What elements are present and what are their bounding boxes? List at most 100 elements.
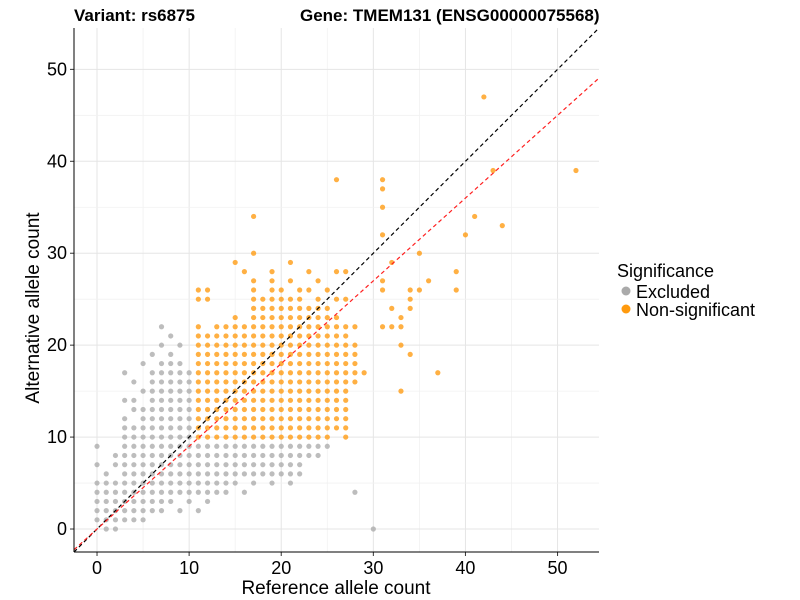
point-non-significant [260, 342, 266, 348]
point-excluded [140, 416, 146, 422]
point-non-significant [195, 360, 201, 367]
point-excluded [168, 416, 174, 422]
point-non-significant [324, 287, 330, 293]
point-non-significant [287, 370, 294, 376]
point-non-significant [315, 333, 321, 339]
point-non-significant [260, 324, 266, 330]
point-non-significant [204, 434, 211, 440]
point-non-significant [333, 333, 340, 339]
point-excluded [112, 462, 119, 468]
point-excluded [103, 526, 109, 532]
point-excluded [195, 471, 201, 477]
point-non-significant [269, 278, 275, 284]
point-excluded [168, 379, 174, 385]
point-non-significant [204, 406, 211, 413]
point-excluded [149, 416, 155, 422]
point-non-significant [287, 434, 294, 440]
point-non-significant [278, 324, 284, 330]
point-non-significant [214, 370, 220, 376]
point-non-significant [333, 269, 340, 275]
point-non-significant [232, 324, 238, 330]
point-excluded [278, 462, 284, 468]
point-non-significant [287, 296, 294, 302]
point-excluded [177, 425, 183, 431]
point-excluded [149, 480, 155, 486]
point-non-significant [269, 296, 275, 302]
point-excluded [352, 489, 358, 495]
point-excluded [204, 462, 211, 468]
point-non-significant [251, 296, 257, 302]
point-excluded [186, 397, 192, 403]
point-non-significant [297, 351, 303, 357]
point-excluded [149, 452, 155, 459]
point-non-significant [333, 342, 340, 348]
point-non-significant [260, 406, 266, 413]
point-excluded [131, 397, 137, 403]
point-non-significant [269, 314, 275, 321]
point-non-significant [260, 351, 266, 357]
point-non-significant [223, 434, 229, 440]
point-non-significant [389, 305, 395, 311]
point-excluded [112, 526, 119, 532]
point-excluded [232, 452, 238, 459]
point-non-significant [379, 186, 386, 192]
point-non-significant [214, 416, 220, 422]
point-non-significant [223, 416, 229, 422]
legend-non-significant-label: Non-significant [636, 300, 755, 320]
point-excluded [177, 360, 183, 367]
point-non-significant [195, 296, 201, 302]
point-non-significant [269, 305, 275, 311]
point-non-significant [315, 379, 321, 385]
point-non-significant [251, 416, 257, 422]
point-non-significant [306, 379, 312, 385]
point-excluded [223, 489, 229, 495]
point-excluded [122, 517, 128, 523]
point-excluded [195, 489, 201, 495]
point-non-significant [232, 360, 238, 367]
series-non-significant [195, 94, 579, 440]
point-non-significant [204, 296, 211, 302]
point-non-significant [269, 269, 275, 275]
point-non-significant [269, 416, 275, 422]
point-excluded [214, 471, 220, 477]
point-non-significant [379, 204, 386, 210]
point-excluded [149, 489, 155, 495]
point-excluded [131, 406, 137, 413]
point-non-significant [306, 269, 312, 275]
point-non-significant [269, 360, 275, 367]
point-non-significant [306, 351, 312, 357]
point-excluded [251, 443, 257, 449]
point-non-significant [214, 342, 220, 348]
point-excluded [168, 471, 174, 477]
point-non-significant [324, 370, 330, 376]
point-non-significant [426, 278, 432, 284]
point-excluded [103, 480, 109, 486]
point-non-significant [241, 425, 247, 431]
point-excluded [297, 471, 303, 477]
y-axis-title: Alternative allele count [23, 212, 44, 404]
point-non-significant [499, 223, 505, 229]
point-non-significant [251, 278, 257, 284]
point-non-significant [297, 397, 303, 403]
point-non-significant [241, 397, 247, 403]
point-excluded [149, 443, 155, 449]
point-non-significant [324, 434, 330, 440]
point-non-significant [251, 434, 257, 440]
point-non-significant [241, 269, 247, 275]
point-excluded [177, 406, 183, 413]
point-excluded [204, 443, 211, 449]
point-non-significant [204, 342, 211, 348]
point-excluded [278, 471, 284, 477]
point-excluded [204, 498, 211, 505]
point-excluded [186, 471, 192, 477]
point-non-significant [223, 342, 229, 348]
point-excluded [158, 360, 165, 367]
point-non-significant [297, 406, 303, 413]
point-excluded [168, 406, 174, 413]
point-excluded [122, 425, 128, 431]
point-excluded [122, 489, 128, 495]
point-excluded [241, 489, 247, 495]
point-non-significant [241, 416, 247, 422]
point-non-significant [195, 397, 201, 403]
point-non-significant [195, 333, 201, 339]
